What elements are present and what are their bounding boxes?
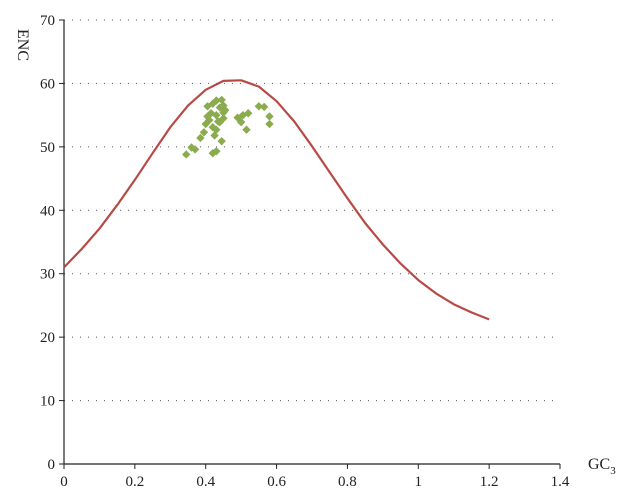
axes — [63, 20, 560, 465]
data-point — [212, 147, 221, 156]
data-point — [190, 145, 200, 154]
y-tick-label: 50 — [40, 140, 55, 156]
data-point — [205, 116, 214, 125]
data-point — [203, 102, 212, 111]
data-point — [254, 102, 264, 111]
y-tick-label: 0 — [48, 457, 56, 473]
data-point — [265, 119, 274, 129]
x-tick-label: 1 — [415, 474, 423, 490]
data-point — [182, 150, 191, 159]
x-axis-label-subscript: 3 — [610, 465, 616, 477]
gridlines — [64, 19, 560, 402]
x-tick-label: 0.8 — [338, 474, 357, 490]
x-tick-label: 0.6 — [267, 474, 286, 490]
y-tick-label: 20 — [40, 330, 55, 346]
expected-enc-curve — [63, 79, 490, 321]
data-point — [217, 136, 226, 146]
x-tick-label: 0.4 — [196, 474, 215, 490]
y-axis-ticks: 0 10 20 30 40 50 60 70 — [40, 13, 64, 473]
data-point — [221, 105, 230, 115]
data-point — [215, 103, 225, 112]
data-point — [196, 133, 205, 143]
data-point — [212, 110, 221, 120]
data-point — [236, 117, 246, 127]
x-tick-label: 0 — [60, 474, 68, 490]
y-tick-label: 30 — [40, 267, 55, 283]
y-axis-label: ENC — [14, 29, 31, 61]
data-point — [265, 112, 274, 121]
data-point — [206, 109, 216, 118]
data-point — [212, 125, 221, 134]
data-point — [219, 114, 228, 123]
data-point — [259, 102, 269, 112]
y-tick-label: 10 — [40, 394, 55, 410]
data-point — [212, 96, 221, 105]
x-tick-label: 0.2 — [125, 474, 144, 490]
data-point — [244, 109, 253, 118]
x-axis-label-main: GC — [588, 456, 610, 473]
y-tick-label: 70 — [40, 13, 55, 29]
data-point — [242, 125, 251, 134]
y-tick-label: 60 — [40, 76, 55, 92]
x-axis-ticks: 0 0.2 0.4 0.6 0.8 1 1.2 1.4 — [60, 464, 570, 490]
x-tick-label: 1.2 — [480, 474, 499, 490]
expected-curve-group — [63, 79, 490, 321]
data-point — [199, 128, 209, 137]
data-point — [203, 112, 212, 121]
data-points — [182, 95, 274, 159]
data-point — [215, 117, 225, 127]
x-tick-label: 1.4 — [551, 474, 570, 490]
x-axis-label: GC3 — [588, 456, 616, 477]
y-tick-label: 40 — [40, 203, 55, 219]
